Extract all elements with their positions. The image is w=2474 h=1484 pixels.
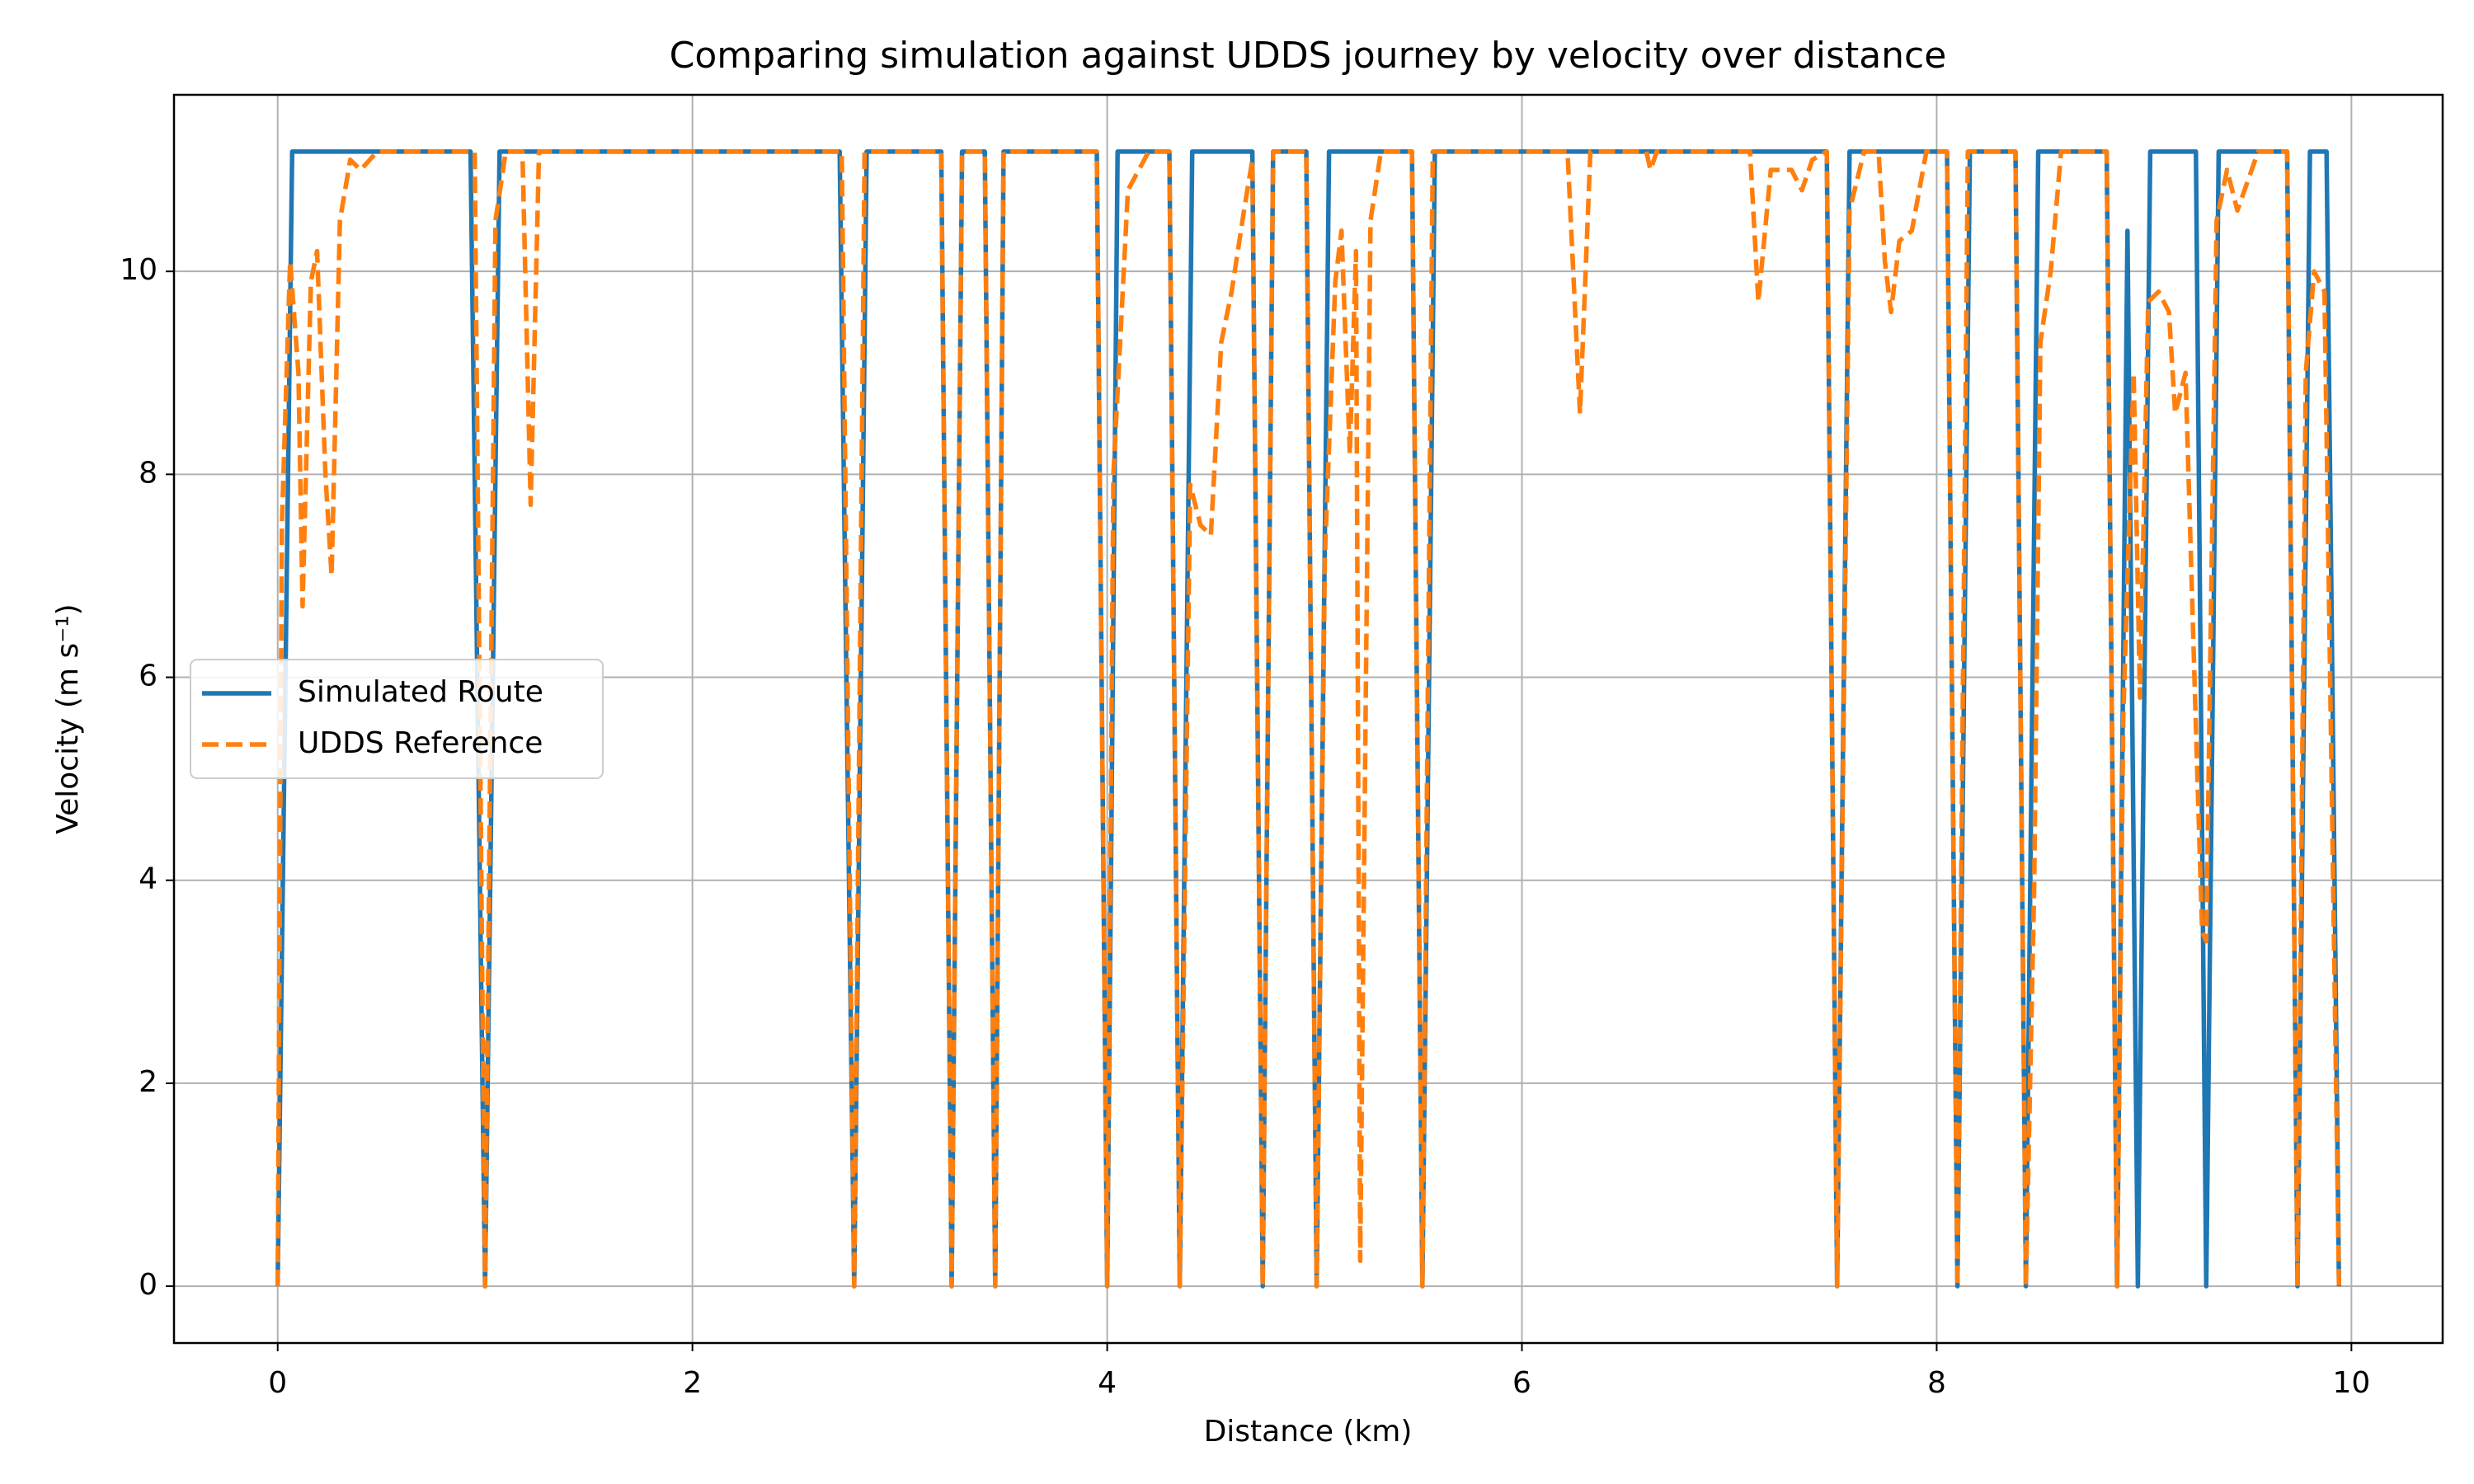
series-line bbox=[275, 149, 2342, 1289]
x-tick-label: 4 bbox=[1098, 1366, 1117, 1400]
legend-box bbox=[190, 659, 604, 779]
legend-label: UDDS Reference bbox=[298, 726, 543, 760]
chart-title: Comparing simulation against UDDS journe… bbox=[670, 35, 1947, 77]
y-tick-label: 8 bbox=[139, 456, 158, 490]
series-line bbox=[275, 149, 2342, 1289]
y-tick-label: 4 bbox=[139, 862, 158, 896]
y-axis-label: Velocity (m s⁻¹) bbox=[51, 603, 85, 834]
x-tick-label: 10 bbox=[2332, 1366, 2370, 1400]
y-tick-label: 2 bbox=[139, 1065, 158, 1099]
x-tick-label: 2 bbox=[683, 1366, 702, 1400]
legend-label: Simulated Route bbox=[298, 675, 543, 709]
plot-frame bbox=[172, 93, 2444, 1345]
x-tick-label: 6 bbox=[1512, 1366, 1531, 1400]
x-tick-label: 0 bbox=[268, 1366, 287, 1400]
y-tick-label: 10 bbox=[120, 253, 158, 287]
y-tick-label: 6 bbox=[139, 660, 158, 693]
y-tick-label: 0 bbox=[139, 1268, 158, 1302]
x-axis-label: Distance (km) bbox=[1204, 1415, 1413, 1449]
x-tick-label: 8 bbox=[1927, 1366, 1946, 1400]
